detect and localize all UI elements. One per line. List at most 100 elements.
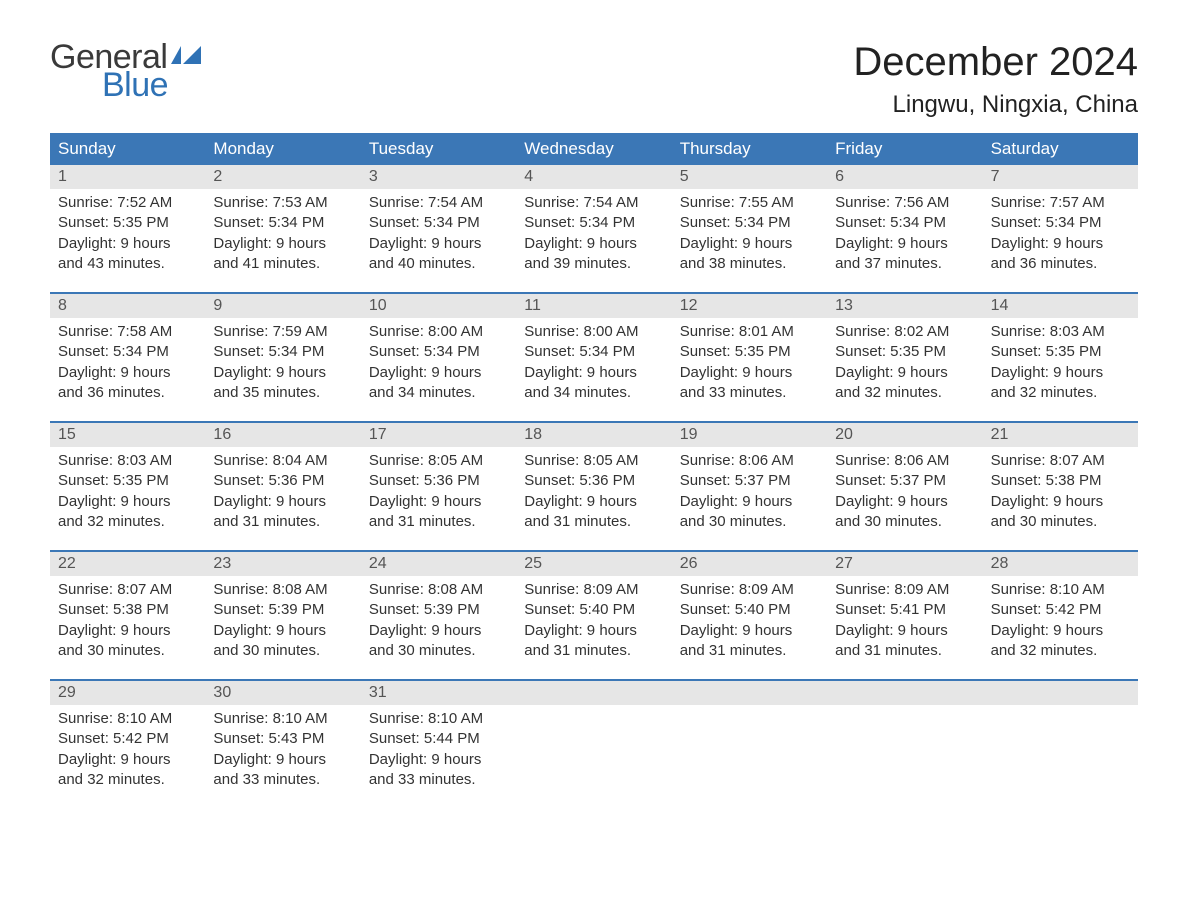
day-number: 6 bbox=[827, 165, 982, 189]
day-details: Sunrise: 8:06 AMSunset: 5:37 PMDaylight:… bbox=[827, 447, 982, 532]
sunset-line: Sunset: 5:34 PM bbox=[680, 213, 819, 233]
sunrise-line: Sunrise: 8:00 AM bbox=[369, 322, 508, 342]
day-header: Tuesday bbox=[361, 133, 516, 165]
day-number: 20 bbox=[827, 423, 982, 447]
day-details: Sunrise: 7:59 AMSunset: 5:34 PMDaylight:… bbox=[205, 318, 360, 403]
calendar-cell bbox=[983, 681, 1138, 790]
day-header: Saturday bbox=[983, 133, 1138, 165]
daylight-line-2: and 32 minutes. bbox=[835, 383, 974, 403]
daylight-line-1: Daylight: 9 hours bbox=[680, 363, 819, 383]
daylight-line-2: and 30 minutes. bbox=[835, 512, 974, 532]
sunrise-line: Sunrise: 8:08 AM bbox=[369, 580, 508, 600]
day-details: Sunrise: 8:09 AMSunset: 5:40 PMDaylight:… bbox=[516, 576, 671, 661]
day-details: Sunrise: 8:00 AMSunset: 5:34 PMDaylight:… bbox=[361, 318, 516, 403]
daylight-line-2: and 31 minutes. bbox=[524, 512, 663, 532]
calendar-cell: 21Sunrise: 8:07 AMSunset: 5:38 PMDayligh… bbox=[983, 423, 1138, 532]
calendar-cell: 2Sunrise: 7:53 AMSunset: 5:34 PMDaylight… bbox=[205, 165, 360, 274]
day-details: Sunrise: 7:55 AMSunset: 5:34 PMDaylight:… bbox=[672, 189, 827, 274]
day-details: Sunrise: 8:02 AMSunset: 5:35 PMDaylight:… bbox=[827, 318, 982, 403]
day-details: Sunrise: 7:52 AMSunset: 5:35 PMDaylight:… bbox=[50, 189, 205, 274]
sunset-line: Sunset: 5:34 PM bbox=[369, 213, 508, 233]
day-number: 14 bbox=[983, 294, 1138, 318]
day-header: Monday bbox=[205, 133, 360, 165]
daylight-line-1: Daylight: 9 hours bbox=[835, 363, 974, 383]
daylight-line-2: and 32 minutes. bbox=[58, 512, 197, 532]
daylight-line-2: and 31 minutes. bbox=[680, 641, 819, 661]
day-details: Sunrise: 8:10 AMSunset: 5:44 PMDaylight:… bbox=[361, 705, 516, 790]
daylight-line-1: Daylight: 9 hours bbox=[524, 363, 663, 383]
calendar-cell: 7Sunrise: 7:57 AMSunset: 5:34 PMDaylight… bbox=[983, 165, 1138, 274]
daylight-line-1: Daylight: 9 hours bbox=[991, 621, 1130, 641]
day-details: Sunrise: 7:56 AMSunset: 5:34 PMDaylight:… bbox=[827, 189, 982, 274]
daylight-line-2: and 30 minutes. bbox=[58, 641, 197, 661]
day-details: Sunrise: 8:06 AMSunset: 5:37 PMDaylight:… bbox=[672, 447, 827, 532]
calendar-cell: 11Sunrise: 8:00 AMSunset: 5:34 PMDayligh… bbox=[516, 294, 671, 403]
day-details: Sunrise: 8:04 AMSunset: 5:36 PMDaylight:… bbox=[205, 447, 360, 532]
sunset-line: Sunset: 5:40 PM bbox=[680, 600, 819, 620]
daylight-line-2: and 31 minutes. bbox=[835, 641, 974, 661]
sunrise-line: Sunrise: 8:09 AM bbox=[680, 580, 819, 600]
daylight-line-2: and 32 minutes. bbox=[991, 383, 1130, 403]
day-number: 19 bbox=[672, 423, 827, 447]
sunrise-line: Sunrise: 8:04 AM bbox=[213, 451, 352, 471]
flag-icon bbox=[171, 46, 201, 68]
header: General Blue December 2024 Lingwu, Ningx… bbox=[50, 40, 1138, 127]
daylight-line-1: Daylight: 9 hours bbox=[835, 492, 974, 512]
day-number: 1 bbox=[50, 165, 205, 189]
sunset-line: Sunset: 5:42 PM bbox=[991, 600, 1130, 620]
sunrise-line: Sunrise: 8:02 AM bbox=[835, 322, 974, 342]
calendar-week: 1Sunrise: 7:52 AMSunset: 5:35 PMDaylight… bbox=[50, 165, 1138, 274]
daylight-line-1: Daylight: 9 hours bbox=[213, 621, 352, 641]
calendar-cell: 23Sunrise: 8:08 AMSunset: 5:39 PMDayligh… bbox=[205, 552, 360, 661]
daylight-line-2: and 30 minutes. bbox=[680, 512, 819, 532]
day-number bbox=[983, 681, 1138, 705]
calendar-cell: 31Sunrise: 8:10 AMSunset: 5:44 PMDayligh… bbox=[361, 681, 516, 790]
calendar-cell bbox=[672, 681, 827, 790]
sunset-line: Sunset: 5:39 PM bbox=[213, 600, 352, 620]
sunrise-line: Sunrise: 8:03 AM bbox=[991, 322, 1130, 342]
day-number: 11 bbox=[516, 294, 671, 318]
day-details bbox=[516, 705, 671, 765]
daylight-line-1: Daylight: 9 hours bbox=[369, 363, 508, 383]
day-details: Sunrise: 8:09 AMSunset: 5:41 PMDaylight:… bbox=[827, 576, 982, 661]
calendar-cell: 9Sunrise: 7:59 AMSunset: 5:34 PMDaylight… bbox=[205, 294, 360, 403]
calendar-week: 8Sunrise: 7:58 AMSunset: 5:34 PMDaylight… bbox=[50, 292, 1138, 403]
calendar-cell: 5Sunrise: 7:55 AMSunset: 5:34 PMDaylight… bbox=[672, 165, 827, 274]
day-details: Sunrise: 8:07 AMSunset: 5:38 PMDaylight:… bbox=[983, 447, 1138, 532]
daylight-line-2: and 31 minutes. bbox=[524, 641, 663, 661]
day-number: 25 bbox=[516, 552, 671, 576]
sunrise-line: Sunrise: 7:58 AM bbox=[58, 322, 197, 342]
day-details: Sunrise: 8:05 AMSunset: 5:36 PMDaylight:… bbox=[361, 447, 516, 532]
sunrise-line: Sunrise: 7:53 AM bbox=[213, 193, 352, 213]
sunrise-line: Sunrise: 8:06 AM bbox=[680, 451, 819, 471]
day-number: 7 bbox=[983, 165, 1138, 189]
day-number: 27 bbox=[827, 552, 982, 576]
daylight-line-2: and 30 minutes. bbox=[991, 512, 1130, 532]
daylight-line-1: Daylight: 9 hours bbox=[58, 492, 197, 512]
day-number bbox=[516, 681, 671, 705]
sunset-line: Sunset: 5:35 PM bbox=[58, 471, 197, 491]
daylight-line-1: Daylight: 9 hours bbox=[213, 363, 352, 383]
day-number bbox=[827, 681, 982, 705]
calendar-cell: 14Sunrise: 8:03 AMSunset: 5:35 PMDayligh… bbox=[983, 294, 1138, 403]
daylight-line-2: and 35 minutes. bbox=[213, 383, 352, 403]
sunrise-line: Sunrise: 8:10 AM bbox=[213, 709, 352, 729]
sunrise-line: Sunrise: 8:06 AM bbox=[835, 451, 974, 471]
daylight-line-1: Daylight: 9 hours bbox=[369, 492, 508, 512]
daylight-line-1: Daylight: 9 hours bbox=[680, 234, 819, 254]
day-header: Wednesday bbox=[516, 133, 671, 165]
sunrise-line: Sunrise: 8:10 AM bbox=[991, 580, 1130, 600]
calendar-cell: 17Sunrise: 8:05 AMSunset: 5:36 PMDayligh… bbox=[361, 423, 516, 532]
day-details: Sunrise: 8:00 AMSunset: 5:34 PMDaylight:… bbox=[516, 318, 671, 403]
calendar-cell: 8Sunrise: 7:58 AMSunset: 5:34 PMDaylight… bbox=[50, 294, 205, 403]
sunrise-line: Sunrise: 8:00 AM bbox=[524, 322, 663, 342]
day-details: Sunrise: 8:09 AMSunset: 5:40 PMDaylight:… bbox=[672, 576, 827, 661]
calendar-cell: 27Sunrise: 8:09 AMSunset: 5:41 PMDayligh… bbox=[827, 552, 982, 661]
day-number: 16 bbox=[205, 423, 360, 447]
daylight-line-1: Daylight: 9 hours bbox=[213, 234, 352, 254]
sunset-line: Sunset: 5:36 PM bbox=[213, 471, 352, 491]
sunset-line: Sunset: 5:37 PM bbox=[835, 471, 974, 491]
day-details: Sunrise: 8:05 AMSunset: 5:36 PMDaylight:… bbox=[516, 447, 671, 532]
calendar-cell: 30Sunrise: 8:10 AMSunset: 5:43 PMDayligh… bbox=[205, 681, 360, 790]
sunrise-line: Sunrise: 8:07 AM bbox=[58, 580, 197, 600]
